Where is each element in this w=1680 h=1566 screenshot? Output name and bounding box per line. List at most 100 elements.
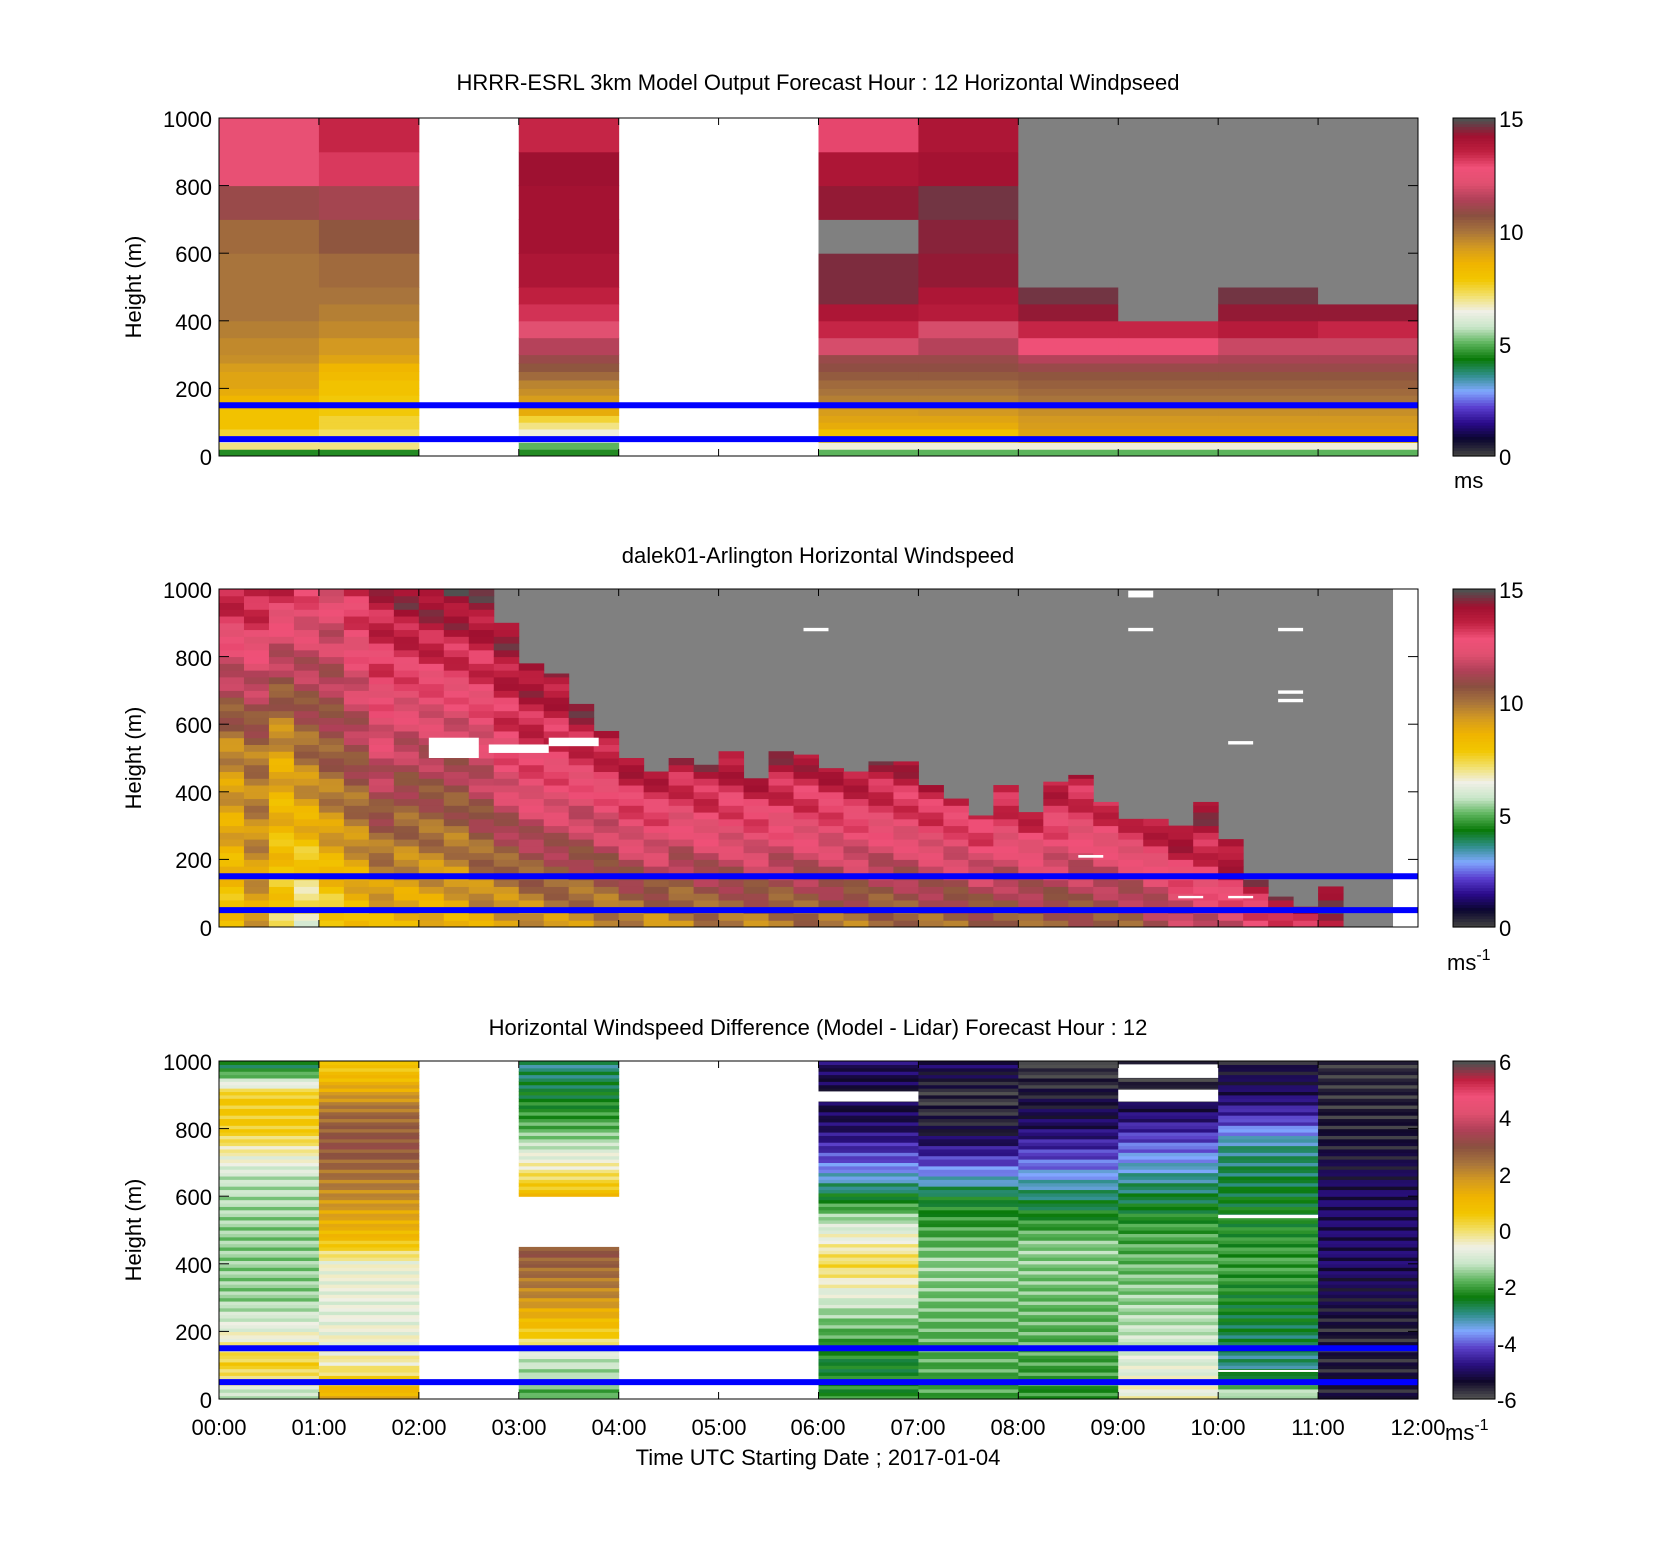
- profile-cell: [943, 825, 969, 833]
- profile-cell: [1093, 920, 1119, 928]
- colorbar-step: [1453, 1137, 1495, 1141]
- profile-cell: [343, 649, 370, 658]
- difference-cell: [1318, 1371, 1419, 1376]
- heatmap-cell: [219, 185, 320, 220]
- profile-cell: [393, 697, 420, 705]
- difference-cell: [1218, 1189, 1319, 1194]
- difference-cell: [1218, 1230, 1319, 1234]
- difference-cell: [1218, 1388, 1319, 1393]
- profile-cell: [368, 636, 395, 644]
- profile-cell: [468, 832, 495, 840]
- profile-cell: [693, 785, 720, 793]
- colorbar-step: [1453, 698, 1495, 703]
- profile-cell: [293, 629, 320, 637]
- profile-cell: [318, 643, 345, 651]
- difference-cell: [318, 1260, 420, 1265]
- profile-cell: [219, 589, 245, 597]
- profile-cell: [268, 778, 295, 786]
- profile-cell: [1218, 859, 1244, 867]
- colorbar-step: [1453, 227, 1495, 232]
- difference-cell: [1018, 1388, 1119, 1393]
- difference-cell: [818, 1179, 919, 1184]
- colorbar-step: [1453, 673, 1495, 677]
- difference-cell: [818, 1226, 919, 1231]
- profile-cell: [593, 758, 620, 766]
- profile-cell: [668, 913, 695, 921]
- profile-cell: [493, 778, 520, 786]
- profile-cell: [968, 913, 994, 921]
- profile-cell: [1068, 845, 1094, 854]
- difference-cell: [318, 1277, 420, 1282]
- difference-cell: [918, 1230, 1019, 1234]
- profile-cell: [768, 920, 795, 928]
- profile-cell: [219, 609, 245, 617]
- profile-cell: [293, 832, 320, 840]
- profile-cell: [918, 812, 944, 820]
- heatmap-cell: [1218, 371, 1319, 381]
- profile-cell: [243, 899, 270, 908]
- profile-cell: [1043, 859, 1069, 867]
- profile-cell: [618, 771, 645, 779]
- colorbar-step: [1453, 1232, 1495, 1237]
- profile-cell: [368, 818, 395, 827]
- profile-cell: [918, 913, 944, 921]
- profile-cell: [268, 899, 295, 908]
- difference-cell: [1318, 1131, 1419, 1136]
- difference-cell: [1118, 1257, 1219, 1262]
- profile-cell: [593, 893, 620, 901]
- profile-cell: [1018, 832, 1044, 840]
- profile-cell: [493, 771, 520, 779]
- colorbar-step: [1453, 1125, 1495, 1130]
- profile-cell: [1018, 859, 1044, 867]
- profile-cell: [443, 920, 470, 928]
- profile-cell: [468, 636, 495, 644]
- difference-cell: [1218, 1192, 1319, 1197]
- heatmap-cell: [818, 395, 919, 403]
- profile-cell: [418, 771, 445, 779]
- profile-cell: [793, 818, 819, 827]
- heatmap-cell: [1318, 371, 1419, 381]
- difference-cell: [1218, 1358, 1319, 1363]
- colorbar-step: [1453, 1272, 1495, 1276]
- profile-cell: [1243, 879, 1269, 887]
- difference-cell: [818, 1236, 919, 1241]
- heatmap-cell: [1018, 422, 1119, 430]
- difference-cell: [518, 1094, 620, 1099]
- difference-cell: [1318, 1088, 1419, 1093]
- profile-cell: [1293, 920, 1319, 928]
- difference-cell: [818, 1314, 919, 1319]
- heatmap-cell: [1018, 253, 1119, 288]
- profile-cell: [893, 764, 919, 773]
- difference-cell: [1018, 1138, 1119, 1143]
- profile-cell: [518, 812, 545, 820]
- colorbar-step: [1453, 425, 1495, 429]
- profile-cell: [219, 886, 245, 894]
- difference-cell: [1118, 1108, 1219, 1113]
- profile-cell: [793, 886, 819, 894]
- profile-cell: [868, 859, 894, 867]
- profile-cell: [1093, 879, 1119, 887]
- difference-cell: [518, 1304, 620, 1309]
- difference-cell: [318, 1385, 420, 1390]
- difference-cell: [219, 1294, 320, 1299]
- colorbar-step: [1453, 791, 1495, 796]
- ytick-label: 800: [175, 646, 212, 671]
- profile-cell: [1193, 832, 1219, 840]
- difference-cell: [1318, 1067, 1419, 1072]
- difference-cell: [1318, 1223, 1419, 1228]
- profile-cell: [1243, 913, 1269, 921]
- colorbar-step: [1453, 1162, 1495, 1166]
- profile-cell: [943, 893, 969, 901]
- profile-cell: [468, 758, 495, 766]
- difference-cell: [818, 1223, 919, 1228]
- difference-cell: [1218, 1307, 1319, 1312]
- profile-cell: [393, 920, 420, 928]
- colorbar-step: [1453, 893, 1495, 897]
- profile-cell: [219, 791, 245, 800]
- difference-cell: [1318, 1064, 1419, 1069]
- heatmap-cell: [818, 320, 919, 339]
- difference-cell: [1018, 1240, 1119, 1245]
- profile-cell: [219, 839, 245, 847]
- difference-cell: [1318, 1388, 1419, 1393]
- profile-cell: [568, 764, 595, 773]
